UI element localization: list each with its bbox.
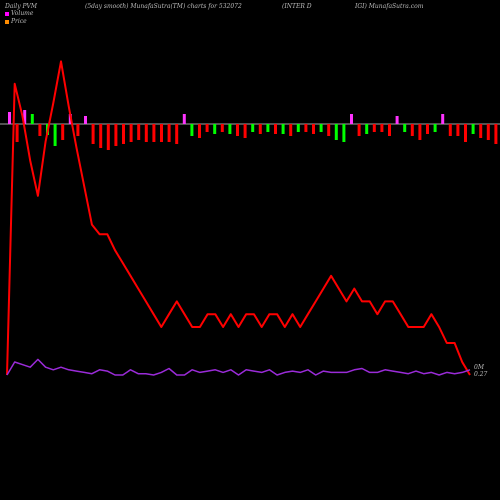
pvm-bar: [433, 124, 437, 132]
pvm-bar: [137, 124, 141, 140]
pvm-bar: [395, 116, 399, 124]
pvm-bar: [471, 124, 475, 134]
pvm-bar: [319, 124, 323, 132]
pvm-bar: [213, 124, 217, 134]
chart-header-left: Daily PVM: [5, 3, 38, 10]
pvm-bar: [494, 124, 498, 144]
legend-volume: Volume: [5, 10, 33, 17]
pvm-bar: [122, 124, 125, 144]
pvm-bar: [410, 124, 414, 136]
pvm-bar: [23, 110, 27, 124]
pvm-bar: [266, 124, 270, 132]
pvm-bar: [274, 124, 277, 134]
chart-header-right-a: (INTER D: [282, 3, 312, 10]
pvm-bar: [144, 124, 148, 142]
volume-swatch-icon: [5, 11, 9, 16]
pvm-bar: [312, 124, 315, 134]
chart-header-center: (5day smooth) MunafaSutra(TM) charts for…: [85, 3, 242, 10]
pvm-bar: [372, 124, 376, 132]
pvm-bar: [236, 124, 239, 136]
pvm-bar: [357, 124, 361, 136]
pvm-bar: [441, 114, 445, 124]
pvm-bar: [251, 124, 255, 132]
pvm-bar: [464, 124, 467, 142]
price-swatch-icon: [5, 19, 9, 24]
pvm-bar: [76, 124, 80, 136]
legend-volume-label: Volume: [11, 10, 34, 17]
pvm-bar: [342, 124, 346, 142]
pvm-bar: [114, 124, 118, 146]
pvm-bar: [220, 124, 224, 132]
volume-end-label: 0M: [474, 364, 485, 371]
price-end-label: 0.27: [474, 371, 488, 378]
pvm-bar: [334, 124, 338, 140]
pvm-bar: [289, 124, 293, 136]
pvm-bar: [448, 124, 452, 136]
pvm-bar: [380, 124, 384, 132]
pvm-bar: [152, 124, 156, 142]
pvm-bar: [365, 124, 369, 134]
pvm-bar: [53, 124, 57, 146]
pvm-bar: [418, 124, 422, 140]
price-series-line: [6, 60, 471, 376]
pvm-bar: [403, 124, 407, 132]
legend-price-label: Price: [11, 18, 27, 25]
pvm-bar: [243, 124, 247, 138]
pvm-bar: [160, 124, 163, 142]
pvm-bar: [388, 124, 391, 136]
pvm-bar: [99, 124, 103, 148]
pvm-bar: [327, 124, 331, 136]
pvm-bar: [486, 124, 490, 140]
pvm-bar: [8, 112, 11, 124]
pvm-bar: [258, 124, 262, 134]
pvm-bar: [129, 124, 133, 142]
pvm-bar: [15, 124, 19, 142]
pvm-bar: [205, 124, 209, 132]
pvm-bar: [175, 124, 179, 144]
pvm-bar: [106, 124, 110, 150]
pvm-bar: [426, 124, 429, 134]
pvm-bar: [228, 124, 232, 134]
pvm-bar: [84, 116, 87, 124]
pvm-bar: [91, 124, 95, 144]
volume-series-line: [6, 358, 471, 376]
pvm-bar: [350, 114, 353, 124]
pvm-bar: [281, 124, 285, 134]
pvm-bar: [190, 124, 194, 136]
pvm-bar: [167, 124, 171, 142]
pvm-bar: [61, 124, 65, 140]
chart-header-right-b: IGI) MunafaSutra.com: [355, 3, 424, 10]
pvm-bar: [38, 124, 42, 136]
pvm-bar: [30, 114, 34, 124]
pvm-bar: [198, 124, 201, 138]
pvm-bar: [296, 124, 300, 132]
pvm-bar: [304, 124, 308, 132]
pvm-bar: [182, 114, 186, 124]
pvm-bar: [479, 124, 483, 138]
legend-price: Price: [5, 18, 27, 25]
pvm-bar: [456, 124, 460, 136]
